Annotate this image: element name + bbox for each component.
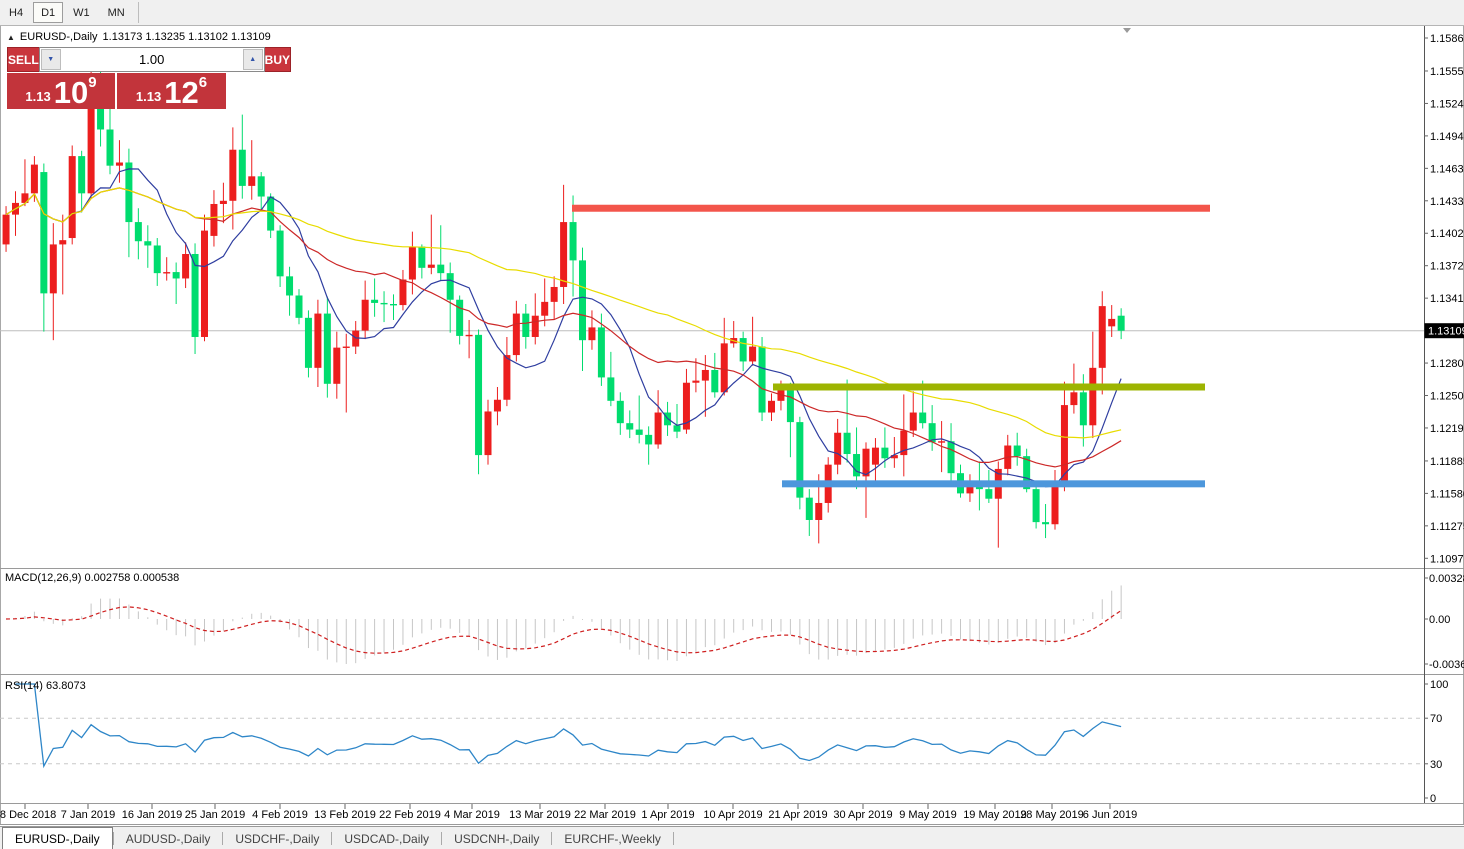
timeframe-button-w1[interactable]: W1 bbox=[73, 6, 90, 19]
svg-text:7 Jan 2019: 7 Jan 2019 bbox=[61, 809, 115, 821]
timeframe-button-h4[interactable]: H4 bbox=[9, 6, 24, 19]
toolbar-divider bbox=[137, 2, 139, 23]
svg-text:22 Mar 2019: 22 Mar 2019 bbox=[574, 809, 636, 821]
volume-decrease-button[interactable]: ▼ bbox=[40, 49, 61, 70]
chart-tab-eurusd-daily[interactable]: EURUSD-,Daily bbox=[2, 827, 113, 849]
svg-text:1.15860: 1.15860 bbox=[1430, 33, 1464, 45]
chart-tab-audusd-daily[interactable]: AUDUSD-,Daily bbox=[125, 831, 211, 846]
svg-text:4 Mar 2019: 4 Mar 2019 bbox=[444, 809, 500, 821]
chart-tab-usdchf-daily[interactable]: USDCHF-,Daily bbox=[235, 831, 320, 846]
svg-text:22 Feb 2019: 22 Feb 2019 bbox=[379, 809, 441, 821]
ohlc-values: 1.13173 1.13235 1.13102 1.13109 bbox=[102, 31, 271, 43]
svg-text:4 Feb 2019: 4 Feb 2019 bbox=[252, 809, 308, 821]
svg-text:1.15550: 1.15550 bbox=[1430, 66, 1464, 78]
collapse-triangle-icon[interactable]: ▲ bbox=[7, 32, 15, 42]
macd-indicator-label: MACD(12,26,9) 0.002758 0.000538 bbox=[5, 572, 180, 584]
svg-text:1 Apr 2019: 1 Apr 2019 bbox=[641, 809, 694, 821]
svg-text:9 May 2019: 9 May 2019 bbox=[899, 809, 956, 821]
sell-button[interactable]: SELL bbox=[7, 47, 39, 72]
chart-tab-bar: EURUSD-,Daily AUDUSD-,Daily USDCHF-,Daily U… bbox=[0, 826, 1464, 849]
svg-text:1.12195: 1.12195 bbox=[1430, 423, 1464, 435]
tab-separator bbox=[331, 832, 333, 845]
svg-text:1.11275: 1.11275 bbox=[1430, 521, 1464, 533]
svg-text:25 Jan 2019: 25 Jan 2019 bbox=[185, 809, 246, 821]
chart-header: ▲ EURUSD-,Daily 1.13173 1.13235 1.13102 … bbox=[7, 31, 271, 43]
svg-text:1.14940: 1.14940 bbox=[1430, 131, 1464, 143]
buy-price-box[interactable]: 1.13 12 6 bbox=[117, 73, 226, 109]
tab-separator bbox=[672, 832, 674, 845]
svg-text:10 Apr 2019: 10 Apr 2019 bbox=[703, 809, 762, 821]
svg-text:1.12500: 1.12500 bbox=[1430, 391, 1464, 403]
sell-price-main: 10 bbox=[53, 75, 89, 110]
svg-text:28 Dec 2018: 28 Dec 2018 bbox=[0, 809, 56, 821]
tab-separator bbox=[551, 832, 553, 845]
buy-price-pip: 6 bbox=[198, 74, 208, 91]
svg-text:1.14025: 1.14025 bbox=[1430, 228, 1464, 240]
svg-text:1.14330: 1.14330 bbox=[1430, 196, 1464, 208]
svg-text:21 Apr 2019: 21 Apr 2019 bbox=[768, 809, 827, 821]
timeframe-button-mn[interactable]: MN bbox=[107, 6, 125, 19]
svg-text:13 Mar 2019: 13 Mar 2019 bbox=[509, 809, 571, 821]
sell-price-box[interactable]: 1.13 10 9 bbox=[7, 73, 115, 109]
timeframe-toolbar: H4 D1 W1 MN bbox=[0, 0, 1464, 26]
svg-text:1.10970: 1.10970 bbox=[1430, 553, 1464, 565]
sell-price-pip: 9 bbox=[88, 74, 97, 91]
svg-text:100: 100 bbox=[1430, 679, 1448, 691]
timeframe-button-d1[interactable]: D1 bbox=[33, 2, 64, 23]
svg-text:1.13415: 1.13415 bbox=[1430, 293, 1464, 305]
svg-text:0.00: 0.00 bbox=[1429, 614, 1450, 626]
svg-text:19 May 2019: 19 May 2019 bbox=[963, 809, 1027, 821]
chart-tab-usdcad-daily[interactable]: USDCAD-,Daily bbox=[344, 831, 430, 846]
chart-tab-eurchf-weekly[interactable]: EURCHF-,Weekly bbox=[564, 831, 661, 846]
svg-text:13 Feb 2019: 13 Feb 2019 bbox=[314, 809, 376, 821]
svg-text:1.15245: 1.15245 bbox=[1430, 98, 1464, 110]
one-click-trading-panel: SELL ▼ ▲ BUY 1.13 10 9 1.13 12 6 bbox=[7, 47, 292, 109]
svg-text:0: 0 bbox=[1430, 793, 1436, 805]
svg-text:1.11580: 1.11580 bbox=[1430, 488, 1464, 500]
svg-text:1.12805: 1.12805 bbox=[1430, 358, 1464, 370]
current-price-tag: 1.13109 bbox=[1428, 326, 1464, 338]
svg-text:16 Jan 2019: 16 Jan 2019 bbox=[122, 809, 183, 821]
sell-price-prefix: 1.13 bbox=[25, 89, 51, 104]
tab-separator bbox=[112, 832, 114, 845]
svg-text:1.13720: 1.13720 bbox=[1430, 261, 1464, 273]
svg-text:70: 70 bbox=[1430, 713, 1442, 725]
rsi-indicator-label: RSI(14) 63.8073 bbox=[5, 680, 86, 692]
svg-text:1.11885: 1.11885 bbox=[1430, 456, 1464, 468]
svg-text:6 Jun 2019: 6 Jun 2019 bbox=[1083, 809, 1137, 821]
svg-text:1.14635: 1.14635 bbox=[1430, 163, 1464, 175]
volume-spinner: ▼ ▲ bbox=[38, 47, 265, 72]
svg-text:30: 30 bbox=[1430, 759, 1442, 771]
buy-price-prefix: 1.13 bbox=[135, 89, 162, 104]
tab-separator bbox=[222, 832, 224, 845]
chart-tab-usdcnh-daily[interactable]: USDCNH-,Daily bbox=[454, 831, 540, 846]
buy-price-main: 12 bbox=[164, 75, 199, 110]
symbol-title: EURUSD-,Daily bbox=[19, 31, 98, 43]
volume-increase-button[interactable]: ▲ bbox=[242, 49, 263, 70]
buy-button[interactable]: BUY bbox=[264, 47, 292, 72]
tab-separator bbox=[441, 832, 443, 845]
svg-text:-0.003659: -0.003659 bbox=[1429, 659, 1464, 671]
svg-text:0.003287: 0.003287 bbox=[1429, 573, 1464, 585]
chart-shift-marker bbox=[1123, 28, 1131, 33]
volume-input[interactable] bbox=[61, 48, 242, 71]
svg-text:30 Apr 2019: 30 Apr 2019 bbox=[833, 809, 892, 821]
svg-text:28 May 2019: 28 May 2019 bbox=[1020, 809, 1084, 821]
